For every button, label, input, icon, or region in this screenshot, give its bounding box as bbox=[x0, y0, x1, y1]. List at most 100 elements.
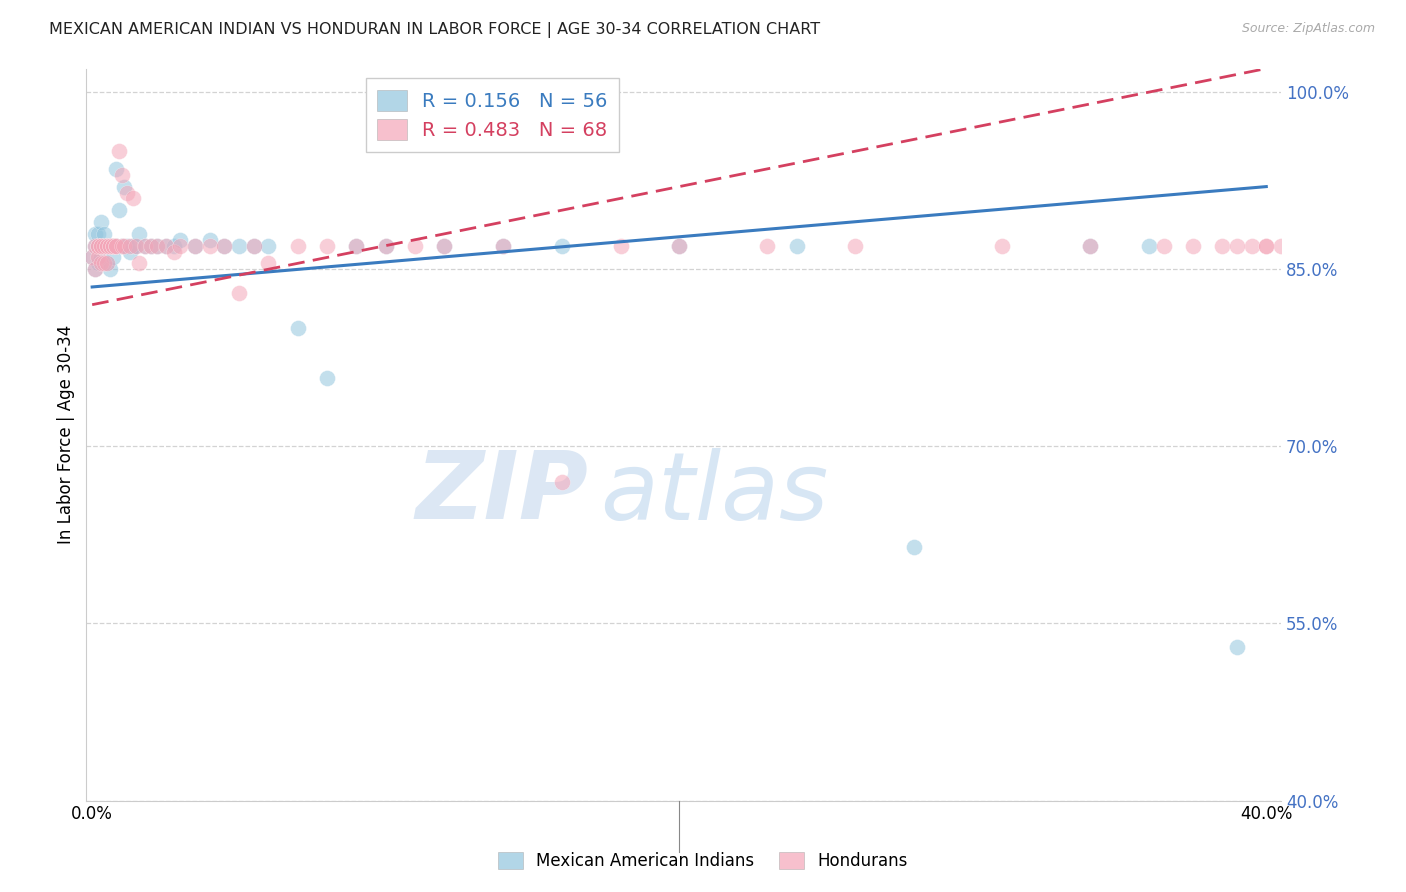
Point bbox=[145, 238, 167, 252]
Point bbox=[287, 321, 309, 335]
Point bbox=[257, 238, 280, 252]
Point bbox=[107, 144, 129, 158]
Point bbox=[404, 238, 426, 252]
Point bbox=[120, 244, 142, 259]
Point bbox=[93, 256, 115, 270]
Point bbox=[98, 262, 121, 277]
Point bbox=[96, 238, 118, 252]
Point bbox=[169, 233, 191, 247]
Point bbox=[374, 238, 396, 252]
Point bbox=[1313, 238, 1336, 252]
Text: Source: ZipAtlas.com: Source: ZipAtlas.com bbox=[1241, 22, 1375, 36]
Point bbox=[96, 256, 118, 270]
Point bbox=[492, 238, 515, 252]
Point bbox=[344, 238, 367, 252]
Point bbox=[87, 238, 110, 252]
Point bbox=[134, 238, 156, 252]
Point bbox=[98, 238, 121, 252]
Point bbox=[1240, 238, 1263, 252]
Point bbox=[242, 238, 264, 252]
Point bbox=[101, 238, 124, 252]
Point bbox=[96, 256, 118, 270]
Point bbox=[87, 227, 110, 241]
Point bbox=[84, 262, 107, 277]
Point bbox=[84, 238, 107, 252]
Point bbox=[756, 238, 779, 252]
Point bbox=[134, 238, 156, 252]
Point bbox=[107, 203, 129, 218]
Point bbox=[87, 238, 110, 252]
Point bbox=[93, 238, 115, 252]
Point bbox=[104, 161, 127, 176]
Legend: R = 0.156   N = 56, R = 0.483   N = 68: R = 0.156 N = 56, R = 0.483 N = 68 bbox=[366, 78, 619, 152]
Point bbox=[1153, 238, 1175, 252]
Point bbox=[84, 262, 107, 277]
Point bbox=[844, 238, 866, 252]
Point bbox=[316, 238, 339, 252]
Point bbox=[117, 186, 139, 200]
Point bbox=[82, 251, 104, 265]
Point bbox=[90, 256, 112, 270]
Point bbox=[139, 238, 162, 252]
Point bbox=[991, 238, 1014, 252]
Y-axis label: In Labor Force | Age 30-34: In Labor Force | Age 30-34 bbox=[58, 325, 75, 544]
Point bbox=[139, 238, 162, 252]
Point bbox=[163, 238, 186, 252]
Point bbox=[104, 238, 127, 252]
Point bbox=[1226, 238, 1249, 252]
Legend: Mexican American Indians, Hondurans: Mexican American Indians, Hondurans bbox=[491, 845, 915, 877]
Point bbox=[125, 238, 148, 252]
Point bbox=[1078, 238, 1101, 252]
Point bbox=[316, 371, 339, 385]
Point bbox=[492, 238, 515, 252]
Point bbox=[551, 475, 574, 489]
Point bbox=[1078, 238, 1101, 252]
Point bbox=[122, 238, 145, 252]
Point bbox=[96, 238, 118, 252]
Point bbox=[1270, 238, 1292, 252]
Point bbox=[104, 238, 127, 252]
Point bbox=[96, 238, 118, 252]
Text: MEXICAN AMERICAN INDIAN VS HONDURAN IN LABOR FORCE | AGE 30-34 CORRELATION CHART: MEXICAN AMERICAN INDIAN VS HONDURAN IN L… bbox=[49, 22, 820, 38]
Point bbox=[668, 238, 690, 252]
Point bbox=[786, 238, 808, 252]
Point bbox=[90, 238, 112, 252]
Point bbox=[114, 179, 136, 194]
Point bbox=[90, 251, 112, 265]
Point bbox=[433, 238, 456, 252]
Point bbox=[1299, 238, 1322, 252]
Point bbox=[93, 238, 115, 252]
Point bbox=[184, 238, 207, 252]
Point bbox=[101, 251, 124, 265]
Point bbox=[145, 238, 167, 252]
Point bbox=[169, 238, 191, 252]
Point bbox=[87, 238, 110, 252]
Point bbox=[87, 256, 110, 270]
Point bbox=[90, 238, 112, 252]
Point bbox=[198, 238, 221, 252]
Point bbox=[344, 238, 367, 252]
Point bbox=[96, 238, 118, 252]
Point bbox=[101, 238, 124, 252]
Point bbox=[1211, 238, 1233, 252]
Text: atlas: atlas bbox=[600, 448, 828, 539]
Point bbox=[433, 238, 456, 252]
Point bbox=[114, 238, 136, 252]
Point bbox=[98, 238, 121, 252]
Point bbox=[212, 238, 235, 252]
Point bbox=[110, 238, 132, 252]
Point bbox=[90, 238, 112, 252]
Point bbox=[82, 251, 104, 265]
Point bbox=[101, 238, 124, 252]
Point bbox=[1285, 238, 1308, 252]
Point bbox=[90, 215, 112, 229]
Point bbox=[212, 238, 235, 252]
Point bbox=[374, 238, 396, 252]
Point bbox=[551, 238, 574, 252]
Point bbox=[184, 238, 207, 252]
Point bbox=[1181, 238, 1204, 252]
Point bbox=[87, 251, 110, 265]
Point bbox=[242, 238, 264, 252]
Point bbox=[163, 244, 186, 259]
Point bbox=[117, 238, 139, 252]
